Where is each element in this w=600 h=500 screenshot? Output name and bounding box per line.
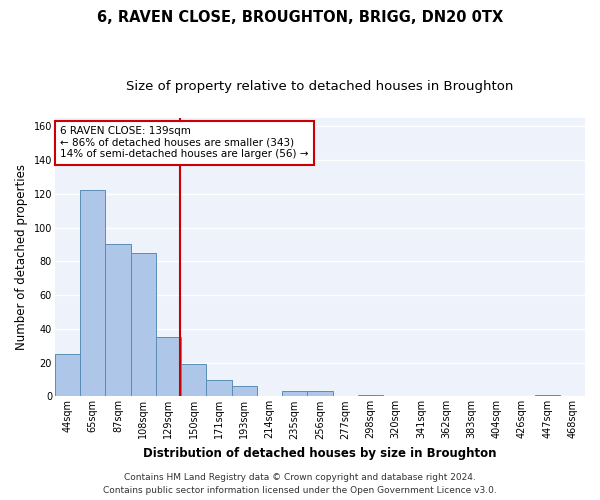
Bar: [80, 190, 106, 396]
Bar: [206, 380, 232, 396]
Title: Size of property relative to detached houses in Broughton: Size of property relative to detached ho…: [126, 80, 514, 93]
Bar: [358, 394, 383, 396]
Bar: [282, 392, 307, 396]
Bar: [156, 338, 181, 396]
Bar: [307, 392, 332, 396]
Y-axis label: Number of detached properties: Number of detached properties: [15, 164, 28, 350]
Bar: [106, 244, 131, 396]
Text: 6 RAVEN CLOSE: 139sqm
← 86% of detached houses are smaller (343)
14% of semi-det: 6 RAVEN CLOSE: 139sqm ← 86% of detached …: [60, 126, 308, 160]
Bar: [55, 354, 80, 397]
Bar: [232, 386, 257, 396]
Bar: [131, 253, 156, 396]
X-axis label: Distribution of detached houses by size in Broughton: Distribution of detached houses by size …: [143, 447, 497, 460]
Text: Contains HM Land Registry data © Crown copyright and database right 2024.
Contai: Contains HM Land Registry data © Crown c…: [103, 474, 497, 495]
Bar: [535, 394, 560, 396]
Text: 6, RAVEN CLOSE, BROUGHTON, BRIGG, DN20 0TX: 6, RAVEN CLOSE, BROUGHTON, BRIGG, DN20 0…: [97, 10, 503, 25]
Bar: [181, 364, 206, 396]
